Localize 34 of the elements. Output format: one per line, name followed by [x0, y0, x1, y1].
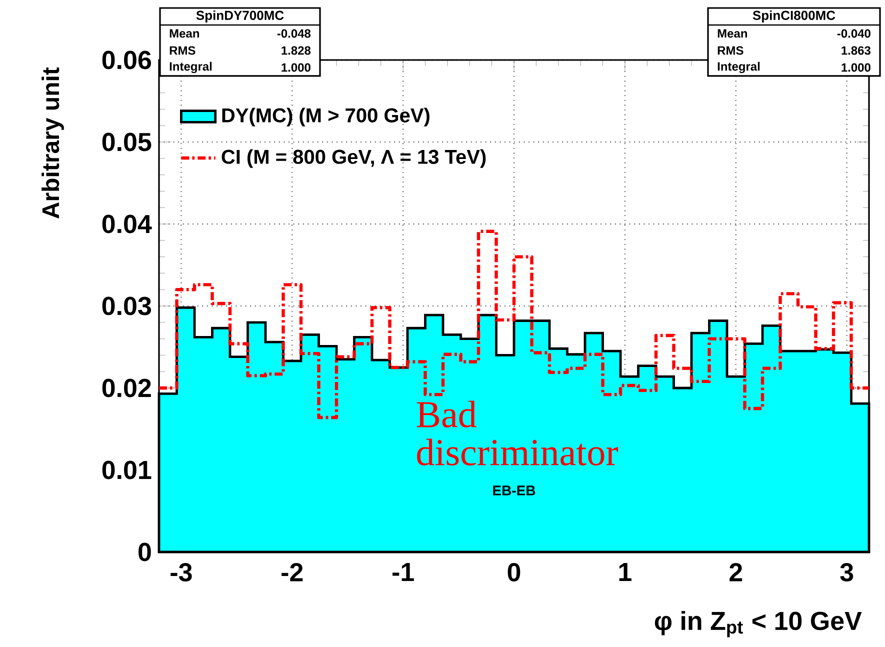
y-axis-title: Arbitrary unit — [42, 67, 64, 218]
text: SpinDY700MC — [196, 10, 284, 23]
annotation: Bad discriminator — [416, 400, 618, 466]
y-tick-label: 0.02 — [102, 378, 151, 398]
y-tick-label: 0.03 — [102, 296, 151, 316]
legend-label: DY(MC) (M > 700 GeV) — [222, 108, 430, 126]
text: 1.863 — [842, 46, 870, 55]
x-tick-label: -1 — [392, 563, 414, 581]
y-tick-label: 0.06 — [102, 50, 151, 70]
text: SpinCI800MC — [752, 10, 836, 23]
annotation: 1.000 — [842, 63, 870, 72]
text: 1.828 — [282, 46, 311, 55]
text: Mean — [170, 29, 199, 38]
annotation: Integral — [718, 62, 760, 74]
text: Mean — [718, 29, 747, 38]
x-tick-label: 3 — [840, 563, 854, 582]
text: -0.040 — [837, 29, 870, 38]
y-tick-label: 0.04 — [102, 214, 152, 234]
y-tick-label: 0.05 — [102, 132, 152, 152]
y-tick-label: 0 — [138, 542, 151, 562]
y-tick-label: 0.01 — [102, 460, 152, 480]
x-tick-label: 1 — [619, 563, 632, 581]
x-tick-label: 2 — [730, 563, 742, 582]
text: RMS — [718, 46, 744, 55]
annotation: EB-EB — [493, 486, 536, 496]
x-tick-label: 0 — [508, 563, 520, 582]
x-axis-title: φ in Z$_{pt}$ < 10 GeV — [654, 611, 862, 638]
annotation: 1.000 — [282, 63, 310, 72]
text: RMS — [170, 46, 196, 55]
text: -0.048 — [277, 29, 311, 38]
annotation: Integral — [170, 62, 212, 74]
x-tick-label: -3 — [170, 563, 192, 582]
legend-label: CI (M = 800 GeV, Λ = 13 TeV) — [222, 149, 486, 168]
x-tick-label: -2 — [282, 563, 303, 582]
